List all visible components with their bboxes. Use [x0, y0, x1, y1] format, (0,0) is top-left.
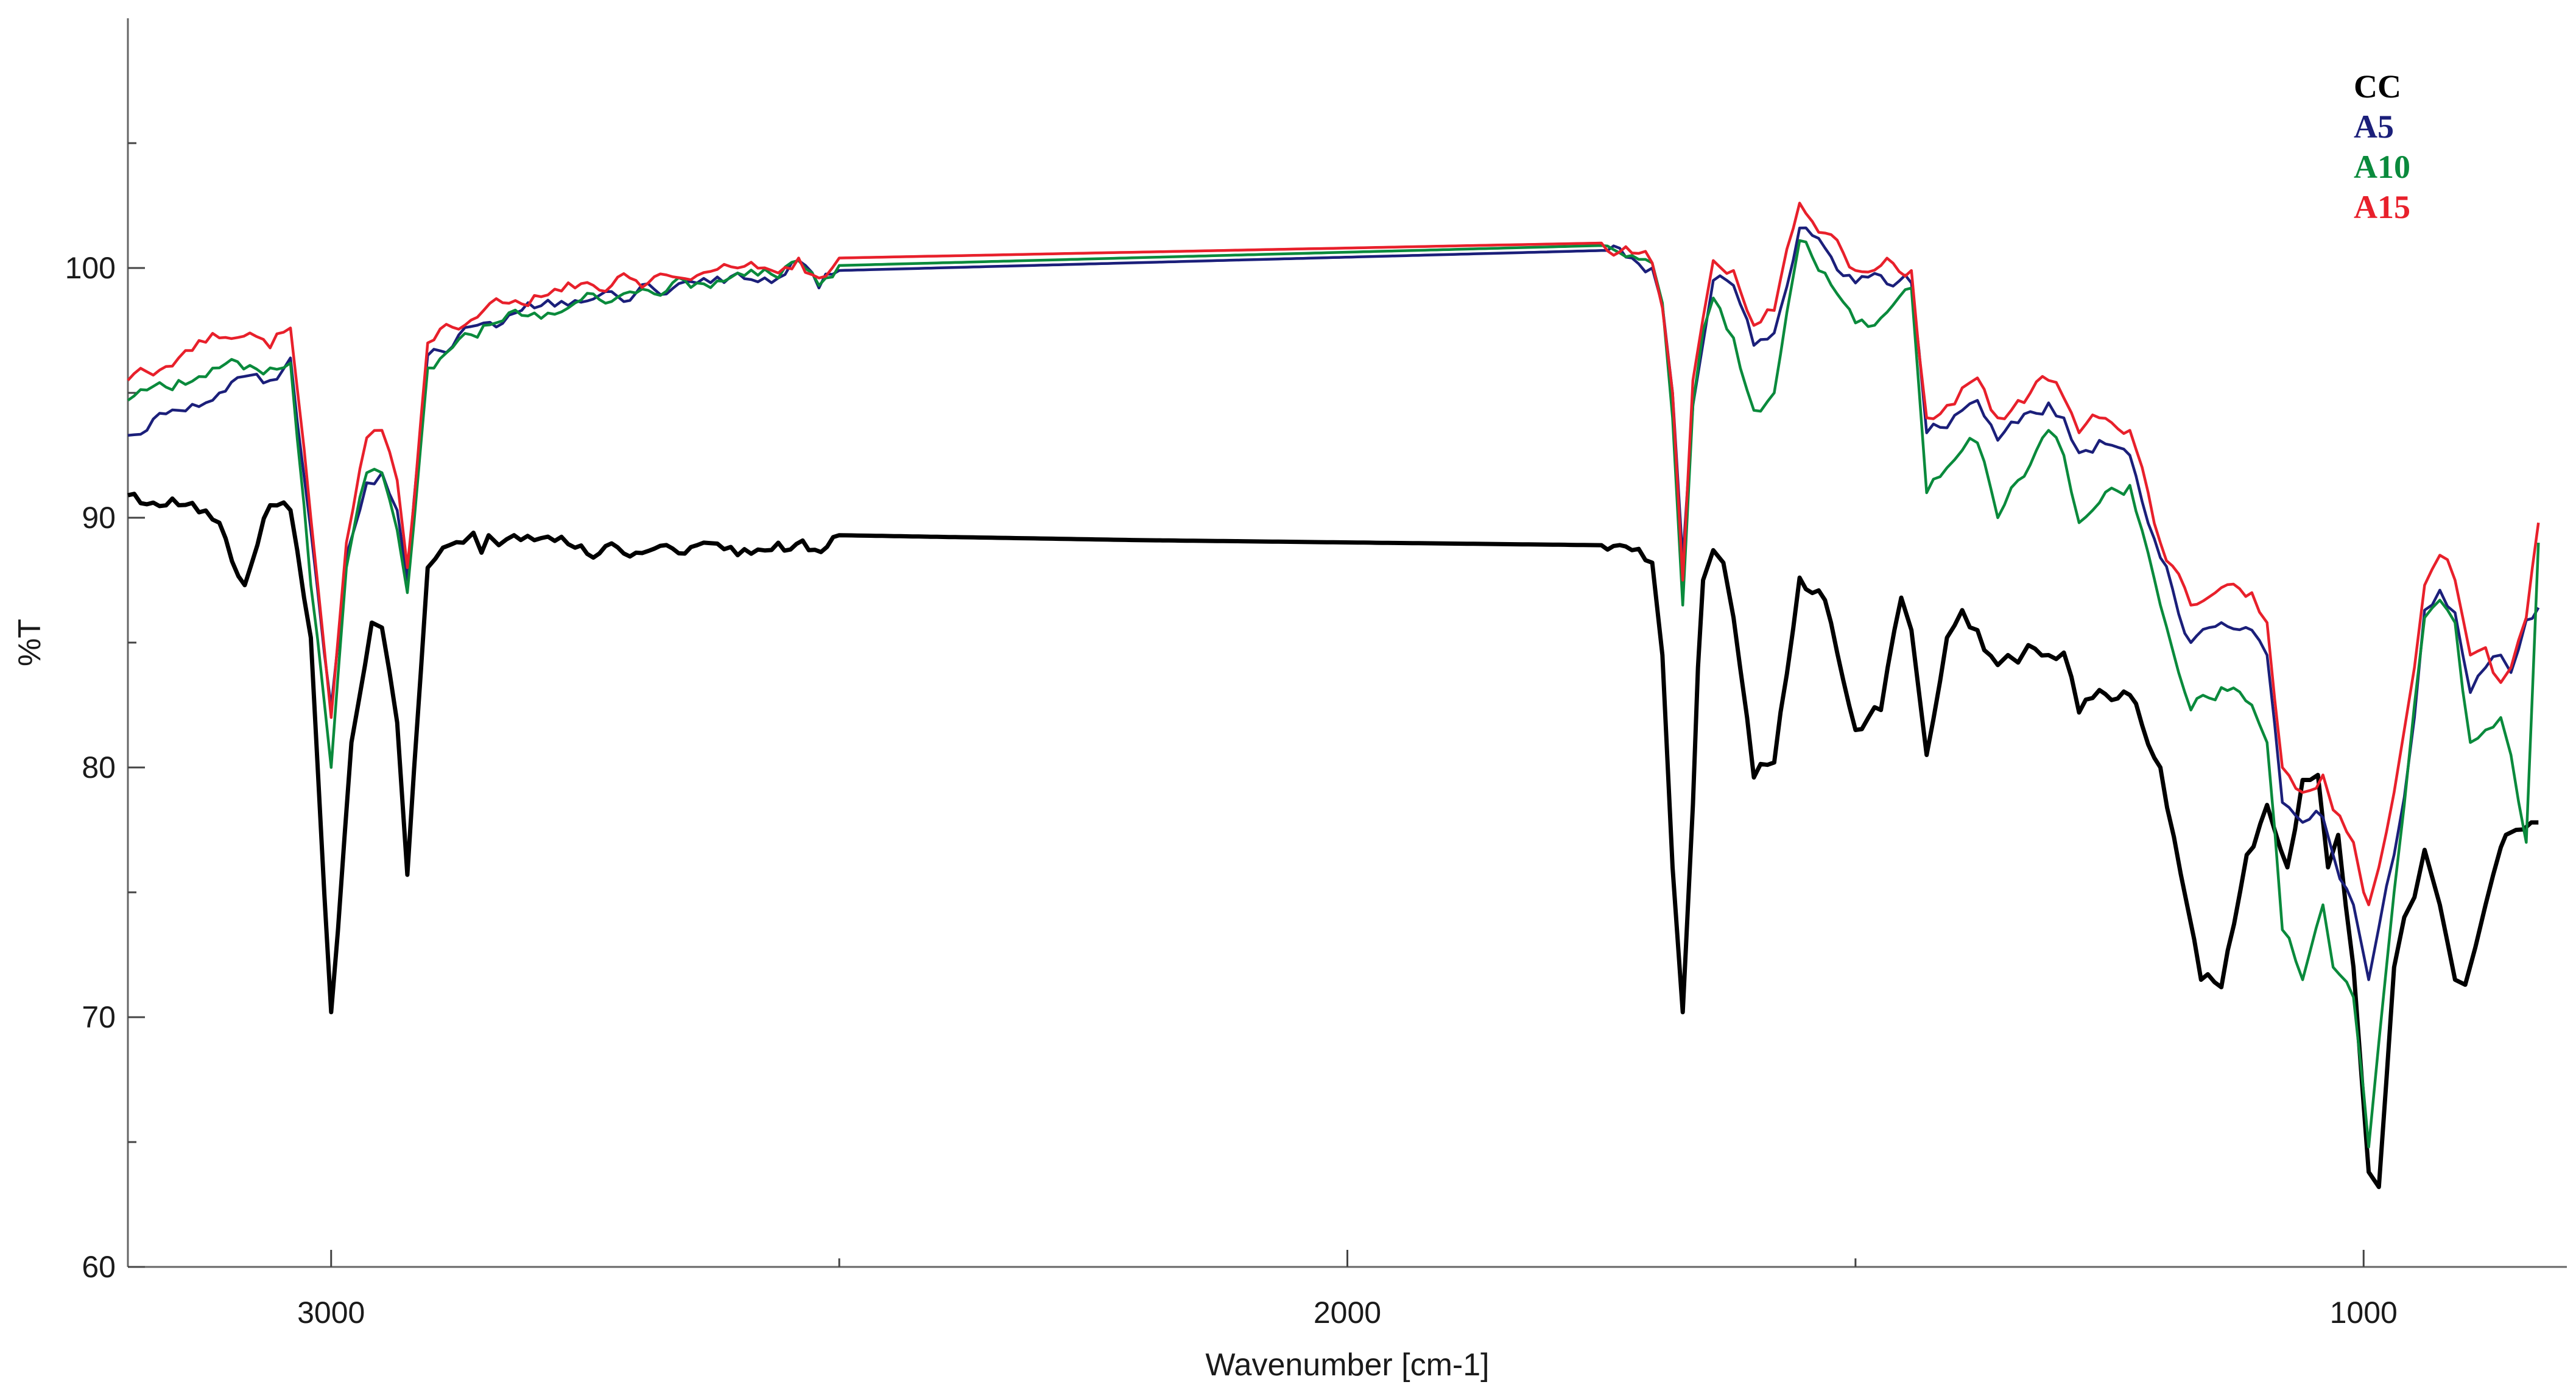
- legend-entry-a15: A15: [2354, 189, 2410, 225]
- series-line-a5: [127, 226, 2540, 981]
- legend-entry-a10: A10: [2354, 149, 2410, 185]
- series-line-a15: [127, 202, 2540, 906]
- series-line-a10: [127, 239, 2540, 1149]
- y-tick-label: 60: [82, 1250, 116, 1284]
- x-tick-label: 3000: [297, 1296, 365, 1330]
- axes: 60 70 80 90 100 3000 2000 1000: [65, 18, 2567, 1330]
- series-lines: [127, 202, 2540, 1190]
- x-tick-label: 1000: [2330, 1296, 2398, 1330]
- x-tick-label: 2000: [1314, 1296, 1381, 1330]
- y-tick-label: 100: [65, 251, 116, 285]
- axis-titles: Wavenumber [cm-1] %T: [12, 619, 1490, 1383]
- legend-entry-cc: CC: [2354, 68, 2401, 105]
- series-line-cc: [127, 492, 2539, 1190]
- y-tick-label: 90: [82, 501, 116, 535]
- x-axis-label: Wavenumber [cm-1]: [1205, 1347, 1489, 1383]
- y-tick-label: 80: [82, 750, 116, 785]
- y-axis-label: %T: [12, 619, 48, 666]
- y-tick-label: 70: [82, 1000, 116, 1034]
- legend-entry-a5: A5: [2354, 108, 2394, 145]
